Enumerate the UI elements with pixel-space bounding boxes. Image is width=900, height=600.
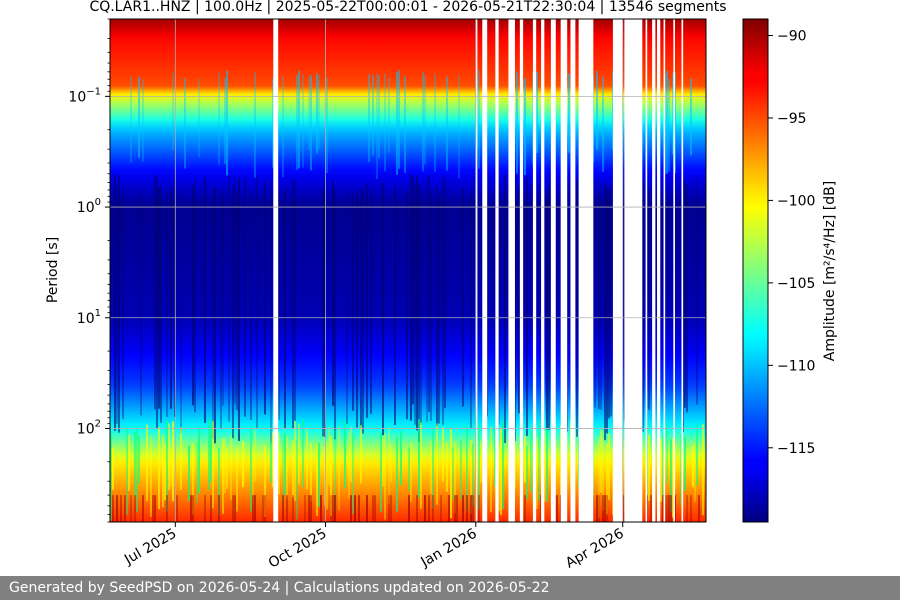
data-gap: [645, 19, 648, 522]
y-tick-label: 10−1: [68, 86, 101, 105]
x-tick-label: Apr 2026: [563, 526, 627, 572]
footer-bar: Generated by SeedPSD on 2026-05-24 | Cal…: [0, 576, 900, 600]
data-gap: [482, 19, 488, 522]
colorbar-tick-label: −105: [777, 276, 815, 292]
data-gap: [475, 19, 478, 522]
colorbar-tick-label: −95: [777, 111, 807, 127]
data-gap: [508, 19, 515, 522]
y-axis: 10−1 100 101 102: [68, 18, 110, 523]
y-tick-label: 102: [77, 418, 101, 437]
data-gap: [612, 19, 623, 522]
data-gap: [495, 19, 499, 522]
chart-title: CQ.LAR1..HNZ | 100.0Hz | 2025-05-22T00:0…: [89, 0, 726, 15]
y-axis-label: Period [s]: [45, 237, 61, 303]
data-gaps: [273, 19, 684, 522]
y-tick-label: 100: [77, 197, 101, 216]
data-gap: [657, 19, 661, 522]
data-gap: [273, 19, 279, 522]
data-gap: [673, 19, 675, 522]
data-gap: [550, 19, 556, 522]
data-gap: [663, 19, 666, 522]
footer-text: Generated by SeedPSD on 2026-05-24 | Cal…: [9, 580, 550, 596]
x-tick-label: Jan 2026: [417, 526, 479, 571]
x-tick-label: Jul 2025: [121, 526, 179, 569]
data-gap: [681, 19, 684, 522]
data-gap: [578, 19, 594, 522]
data-gap: [519, 19, 524, 522]
data-gap: [624, 19, 643, 522]
spectrogram-chart: CQ.LAR1..HNZ | 100.0Hz | 2025-05-22T00:0…: [45, 0, 838, 572]
colorbar: −90 −95 −100 −105 −110 −115 Amplitude [m²/s⁴/…: [742, 18, 838, 523]
x-tick-label: Oct 2025: [266, 526, 330, 572]
colorbar-tick-label: −115: [777, 441, 815, 457]
colorbar-label: Amplitude [m²/s⁴/Hz] [dB]: [822, 181, 838, 361]
colorbar-tick-label: −90: [777, 28, 807, 44]
data-gap: [560, 19, 568, 522]
data-gap: [532, 19, 537, 522]
plot-area: [110, 19, 706, 522]
data-gap: [652, 19, 656, 522]
x-axis: Jul 2025 Oct 2025 Jan 2026 Apr 2026: [121, 522, 627, 572]
data-gap: [570, 19, 576, 522]
data-gap: [541, 19, 545, 522]
colorbar-gradient: [742, 18, 769, 523]
colorbar-ticks: −90 −95 −100 −105 −110 −115: [768, 28, 815, 457]
colorbar-tick-label: −110: [777, 358, 815, 374]
y-tick-label: 101: [77, 308, 101, 327]
plot-frame: [109, 18, 707, 523]
colorbar-tick-label: −100: [777, 193, 815, 209]
grid-lines: [110, 19, 706, 522]
